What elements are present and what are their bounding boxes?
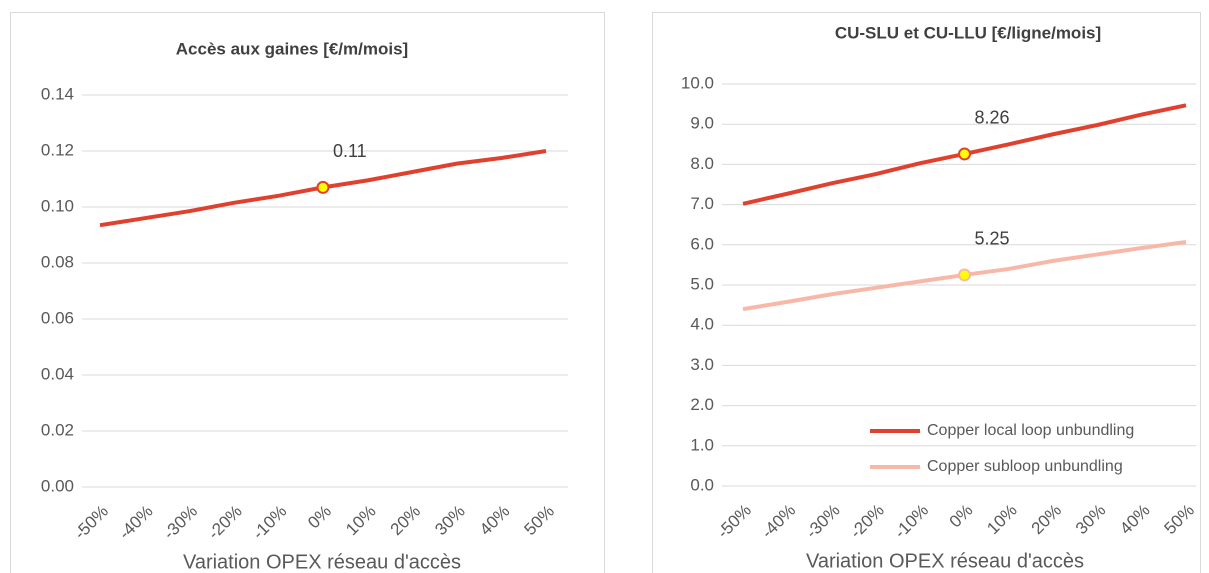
panel-frame	[652, 12, 1201, 573]
y-tick-label: 0.00	[41, 476, 74, 495]
chart-title: CU-SLU et CU-LLU [€/ligne/mois]	[835, 23, 1101, 42]
data-label: 8.26	[975, 108, 1010, 128]
y-tick-label: 0.14	[41, 84, 74, 103]
legend-label: Copper subloop unbundling	[927, 458, 1123, 475]
data-label: 5.25	[975, 229, 1010, 249]
y-tick-label: 10.0	[681, 73, 714, 92]
y-tick-label: 4.0	[690, 315, 714, 334]
y-tick-label: 3.0	[690, 355, 714, 374]
chart-title: Accès aux gaines [€/m/mois]	[176, 39, 408, 58]
y-tick-label: 0.06	[41, 308, 74, 327]
y-tick-label: 9.0	[690, 114, 714, 133]
y-tick-label: 0.0	[690, 475, 714, 494]
y-tick-label: 6.0	[690, 234, 714, 253]
y-tick-label: 0.12	[41, 140, 74, 159]
x-axis-label: Variation OPEX réseau d'accès	[183, 551, 461, 573]
y-tick-label: 2.0	[690, 395, 714, 414]
y-tick-label: 0.10	[41, 196, 74, 215]
y-tick-label: 1.0	[690, 435, 714, 454]
highlight-marker	[958, 268, 971, 282]
y-tick-label: 0.08	[41, 252, 74, 271]
legend-label: Copper local loop unbundling	[927, 422, 1134, 439]
y-tick-label: 0.02	[41, 420, 74, 439]
highlight-marker	[316, 180, 330, 194]
y-tick-label: 7.0	[690, 194, 714, 213]
x-axis-label: Variation OPEX réseau d'accès	[806, 550, 1084, 572]
panel-frame	[10, 12, 605, 573]
highlight-marker	[958, 147, 971, 161]
y-tick-label: 5.0	[690, 274, 714, 293]
y-tick-label: 8.0	[690, 154, 714, 173]
y-tick-label: 0.04	[41, 364, 74, 383]
data-label: 0.11	[333, 141, 367, 161]
